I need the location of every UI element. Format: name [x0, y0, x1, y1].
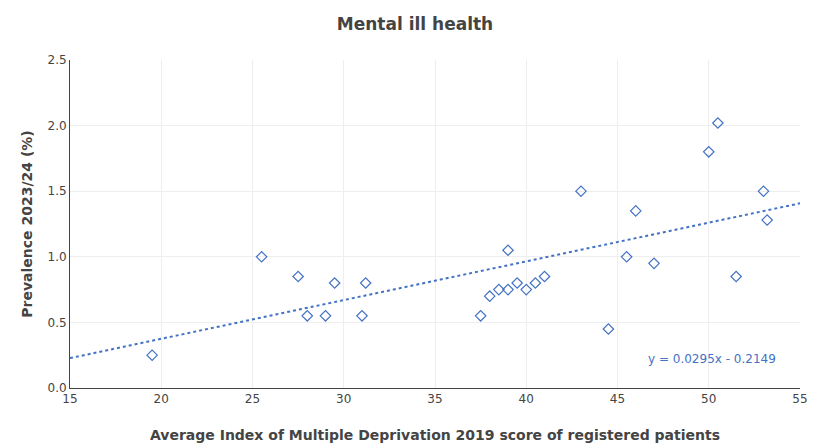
svg-text:55: 55	[792, 392, 807, 406]
svg-text:Mental ill health: Mental ill health	[337, 14, 493, 34]
svg-text:2.5: 2.5	[48, 53, 67, 67]
svg-text:0.5: 0.5	[48, 316, 67, 330]
svg-text:40: 40	[519, 392, 534, 406]
svg-text:30: 30	[336, 392, 351, 406]
svg-text:0.0: 0.0	[48, 381, 67, 395]
svg-text:Average Index of Multiple Depr: Average Index of Multiple Deprivation 20…	[150, 427, 720, 443]
svg-text:2.0: 2.0	[48, 119, 67, 133]
svg-text:1.0: 1.0	[48, 250, 67, 264]
svg-text:50: 50	[701, 392, 716, 406]
svg-text:1.5: 1.5	[48, 184, 67, 198]
svg-text:15: 15	[62, 392, 77, 406]
svg-text:45: 45	[610, 392, 625, 406]
svg-text:20: 20	[154, 392, 169, 406]
svg-text:Prevalence 2023/24 (%): Prevalence 2023/24 (%)	[19, 130, 35, 317]
svg-text:25: 25	[245, 392, 260, 406]
svg-text:35: 35	[427, 392, 442, 406]
svg-text:y = 0.0295x - 0.2149: y = 0.0295x - 0.2149	[648, 352, 776, 366]
